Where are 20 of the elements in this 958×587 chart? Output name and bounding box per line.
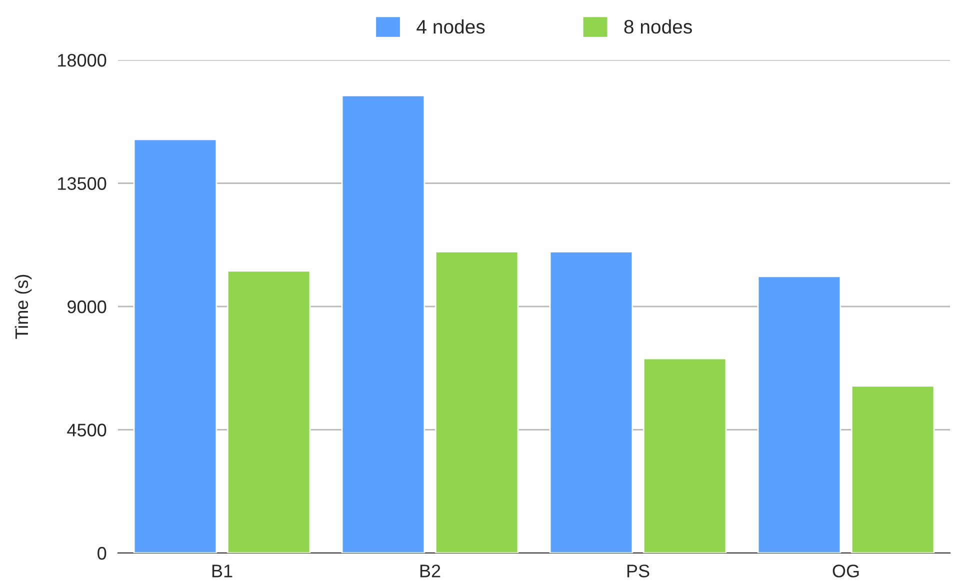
legend-label: 8 nodes xyxy=(624,19,692,34)
bar xyxy=(434,251,519,553)
bar xyxy=(341,94,426,553)
y-tick-label: 13500 xyxy=(58,177,106,190)
y-tick-label: 0 xyxy=(98,546,106,560)
bar xyxy=(850,385,935,553)
bar xyxy=(133,138,218,553)
bar xyxy=(226,270,311,553)
bar xyxy=(757,276,842,553)
y-tick-label: 18000 xyxy=(58,54,106,67)
y-tick-label: 9000 xyxy=(68,300,106,314)
bar xyxy=(549,251,634,553)
y-axis-title: Time (s) xyxy=(14,274,32,339)
x-tick-label: B1 xyxy=(212,564,232,578)
x-tick-label: PS xyxy=(627,564,650,578)
x-tick-label: B2 xyxy=(420,564,440,578)
x-tick-label: OG xyxy=(832,564,859,578)
legend-label: 4 nodes xyxy=(416,19,485,34)
bar xyxy=(642,358,727,553)
y-tick-label: 4500 xyxy=(67,424,106,436)
